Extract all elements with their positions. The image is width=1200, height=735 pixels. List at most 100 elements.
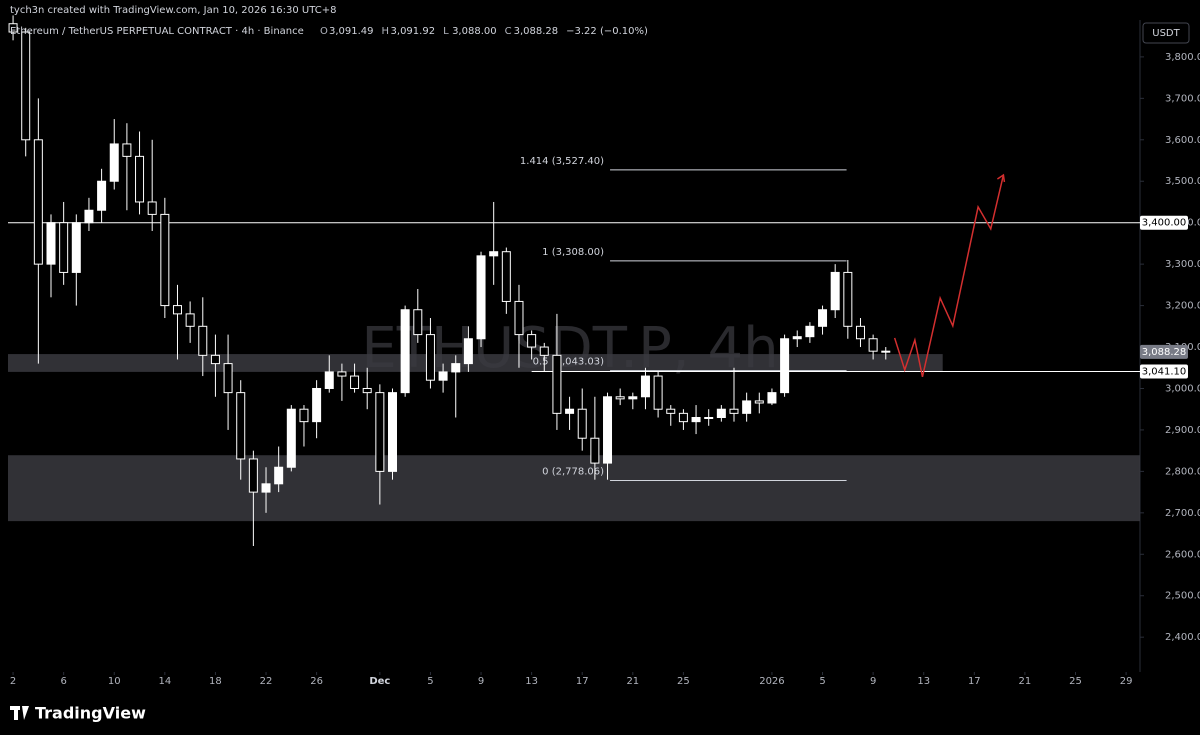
candle-body [286, 408, 296, 468]
quote-key: O [320, 26, 328, 37]
candle-body [185, 313, 195, 327]
credit: tych3n created with TradingView.com, Jan… [10, 5, 336, 16]
current-price-box [1140, 344, 1188, 359]
candle-body [653, 375, 663, 410]
x-tick-label: 21 [1019, 676, 1032, 687]
x-tick-label: 9 [870, 676, 876, 687]
x-tick-label: 14 [158, 676, 171, 687]
x-tick-label: 9 [478, 676, 484, 687]
candle-body [603, 396, 613, 464]
candle-body [324, 371, 334, 389]
candle-body [248, 458, 258, 493]
x-tick-label: 26 [310, 676, 323, 687]
x-tick-label: 13 [525, 676, 538, 687]
candle-body [299, 408, 309, 423]
projection-arrow [996, 173, 1006, 183]
x-tick-label: 17 [576, 676, 589, 687]
x-tick-label: 21 [626, 676, 639, 687]
candle-body [375, 392, 385, 472]
y-tick-label: 3,700.00 [1165, 93, 1200, 104]
candle-body [463, 338, 473, 365]
y-tick-label: 3,200.00 [1165, 301, 1200, 312]
candle-body [577, 408, 587, 439]
fib-label: 0.5 (3,043.03) [533, 357, 605, 368]
currency: USDT [1152, 28, 1180, 39]
candle-body [615, 396, 625, 400]
candle-body [539, 346, 549, 356]
y-tick-label: 2,600.00 [1165, 549, 1200, 560]
candle-body [274, 466, 284, 485]
y-tick-label: 3,800.00 [1165, 52, 1200, 63]
candle-body [527, 334, 537, 348]
quote-key: C [505, 26, 512, 37]
candle-body [84, 209, 94, 224]
candle-body [742, 400, 752, 414]
y-tick-label: 2,800.00 [1165, 466, 1200, 477]
candle-body [552, 354, 562, 414]
candle-body [135, 155, 145, 203]
candle-body [628, 396, 638, 400]
candle-body [160, 213, 170, 307]
candle-body [8, 23, 18, 33]
candle-body [46, 222, 56, 265]
y-tick-label: 3,600.00 [1165, 135, 1200, 146]
candle-body [21, 31, 31, 141]
quote-value: 3,091.92 [391, 26, 436, 37]
quote-value: 3,088.00 [452, 26, 497, 37]
y-tick-label: 3,500.00 [1165, 176, 1200, 187]
x-tick-label: 18 [209, 676, 222, 687]
candle-body [501, 251, 511, 302]
candle-body [413, 309, 423, 336]
candle-body [830, 271, 840, 311]
plot: 1.414 (3,527.40) 1 (3,308.00) 0.5 (3,043.0… [8, 15, 1140, 546]
x-tick-label: Dec [369, 676, 390, 687]
fib-label: 1.414 (3,527.40) [520, 156, 604, 167]
candle-body [97, 180, 107, 211]
x-tick-label: 22 [260, 676, 273, 687]
candle-body [451, 363, 461, 373]
zone [8, 354, 943, 372]
candle-body [425, 334, 435, 381]
y-tick-label: 3,300.00 [1165, 259, 1200, 270]
candle-body [767, 392, 777, 404]
candle-body [729, 408, 739, 414]
candle-body [33, 139, 43, 265]
candle-body [514, 300, 524, 336]
candle-body [147, 201, 157, 215]
candle-body [754, 400, 764, 404]
x-tick-label: 5 [819, 676, 825, 687]
x-tick-label: 6 [60, 676, 66, 687]
price-box-label: 3,400.00 [1142, 218, 1187, 229]
candle-body [350, 375, 360, 389]
candle-body [172, 305, 182, 315]
candle-body [109, 143, 119, 182]
currency-box [1142, 22, 1190, 44]
candle-body [489, 251, 499, 257]
candle-body [855, 325, 865, 340]
x-tick-label: 2026 [759, 676, 784, 687]
x-tick-label: 13 [917, 676, 930, 687]
fib-label: 0 (2,778.06) [542, 466, 604, 477]
zone [8, 455, 1140, 522]
x-tick-label: 17 [968, 676, 981, 687]
candle-body [805, 325, 815, 338]
x-tick-label: 25 [1069, 676, 1082, 687]
symbol: Ethereum / TetherUS PERPETUAL CONTRACT ·… [10, 26, 304, 37]
brand-logo [10, 706, 29, 720]
y-tick-label: 2,400.00 [1165, 632, 1200, 643]
quote-key: L [443, 26, 449, 37]
candle-body [843, 271, 853, 327]
price-box [1140, 364, 1188, 379]
fib-label: 1 (3,308.00) [542, 247, 604, 258]
candle-body [59, 222, 69, 273]
candle-body [337, 371, 347, 377]
y-tick-label: 3,000.00 [1165, 383, 1200, 394]
x-tick-label: 25 [677, 676, 690, 687]
candle-body [691, 417, 701, 423]
candle-body [236, 392, 246, 460]
price-box-label: 3,041.10 [1142, 366, 1187, 377]
x-tick-label: 10 [108, 676, 121, 687]
candle-body [122, 143, 132, 157]
candle-body [881, 350, 891, 353]
